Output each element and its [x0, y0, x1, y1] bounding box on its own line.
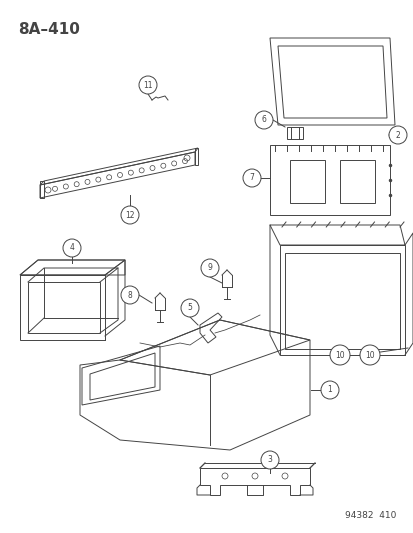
Text: 12: 12 — [125, 211, 134, 220]
Text: 94382  410: 94382 410 — [344, 511, 395, 520]
Text: 7: 7 — [249, 174, 254, 182]
Text: 6: 6 — [261, 116, 266, 125]
Text: 2: 2 — [395, 131, 399, 140]
Text: 4: 4 — [69, 244, 74, 253]
Circle shape — [320, 381, 338, 399]
Text: 11: 11 — [143, 80, 152, 90]
Text: 8A–410: 8A–410 — [18, 22, 80, 37]
Circle shape — [388, 126, 406, 144]
Text: 8: 8 — [127, 290, 132, 300]
Text: 10: 10 — [335, 351, 344, 359]
Circle shape — [139, 76, 157, 94]
Circle shape — [242, 169, 260, 187]
Text: 10: 10 — [364, 351, 374, 359]
Circle shape — [180, 299, 199, 317]
Text: 1: 1 — [327, 385, 332, 394]
Circle shape — [121, 206, 139, 224]
Circle shape — [121, 286, 139, 304]
Circle shape — [260, 451, 278, 469]
Circle shape — [254, 111, 272, 129]
Circle shape — [329, 345, 349, 365]
Text: 5: 5 — [187, 303, 192, 312]
Circle shape — [359, 345, 379, 365]
Circle shape — [201, 259, 218, 277]
Text: 9: 9 — [207, 263, 212, 272]
Text: 3: 3 — [267, 456, 272, 464]
Circle shape — [63, 239, 81, 257]
